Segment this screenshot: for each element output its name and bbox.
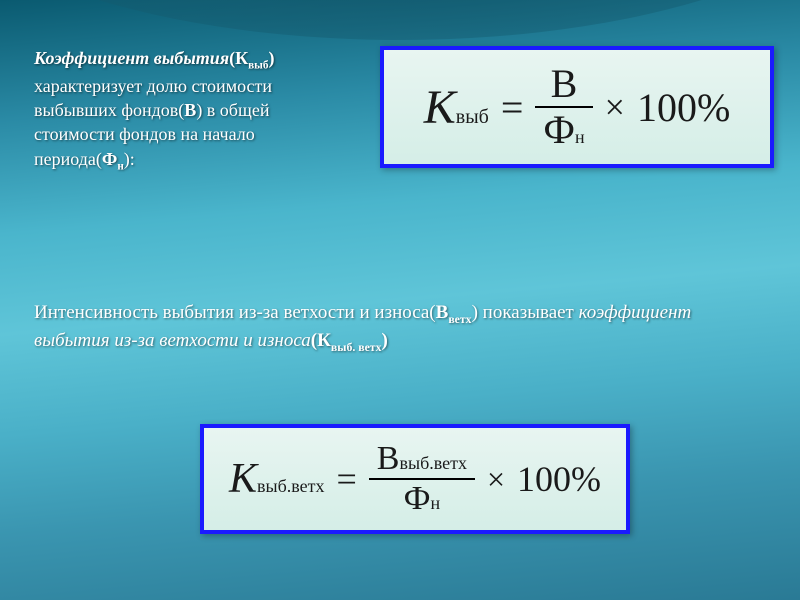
f1-denominator: Фн — [535, 108, 592, 152]
tb2-sym-open: (К — [311, 330, 331, 351]
tb1-F: Ф — [102, 149, 117, 169]
f2-lhs: Kвыб.ветх — [229, 455, 325, 503]
f2-numerator: Ввыб.ветх — [369, 440, 475, 478]
tb1-sym-sub: выб — [248, 60, 268, 72]
times-sign: × — [601, 86, 629, 128]
times-sign-2: × — [483, 461, 509, 498]
f2-lhs-var: K — [229, 456, 257, 502]
text-block-1: Коэффициент выбытия(Квыб) характеризует … — [34, 46, 354, 174]
f2-den-var: Ф — [404, 480, 431, 517]
tb2-B: В — [436, 302, 449, 323]
tb1-lead: Коэффициент выбытия — [34, 48, 229, 68]
formula-box-2: Kвыб.ветх = Ввыб.ветх Фн × 100% — [200, 424, 630, 534]
f1-lhs: Kвыб — [424, 80, 489, 135]
formula-2: Kвыб.ветх = Ввыб.ветх Фн × 100% — [229, 440, 601, 518]
f1-lhs-var: K — [424, 81, 456, 134]
equals-sign-2: = — [332, 458, 360, 500]
tb2-lead: Интенсивность выбытия из-за ветхости и и… — [34, 302, 436, 323]
f1-numerator: В — [543, 62, 586, 106]
f2-lhs-sub: выб.ветх — [257, 476, 325, 496]
tb2-mid: ) показывает — [472, 302, 579, 323]
f1-pct: % — [697, 85, 730, 130]
tb1-sym-open: (К — [229, 48, 248, 68]
tb1-B: В — [184, 100, 196, 120]
formula-1: Kвыб = В Фн × 100% — [424, 62, 731, 152]
tb1-tail3: ): — [124, 149, 135, 169]
f1-den-var: Ф — [543, 107, 575, 152]
f1-factor: 100% — [637, 84, 730, 131]
tb2-tail: ) — [381, 330, 387, 351]
f2-100: 100 — [517, 459, 571, 499]
text-block-2: Интенсивность выбытия из-за ветхости и и… — [34, 300, 754, 357]
f1-lhs-sub: выб — [456, 106, 489, 128]
f2-num-var: В — [377, 440, 400, 477]
f1-den-sub: н — [575, 127, 585, 147]
f1-100: 100 — [637, 85, 697, 130]
slide-top-arc — [0, 0, 800, 40]
f2-den-sub: н — [431, 493, 441, 513]
formula-box-1: Kвыб = В Фн × 100% — [380, 46, 774, 168]
f2-denominator: Фн — [396, 480, 449, 518]
tb1-sym-close: ) — [268, 48, 274, 68]
f2-num-sub: выб.ветх — [399, 453, 467, 473]
f1-fraction: В Фн — [535, 62, 592, 152]
tb2-B-sub: ветх — [448, 313, 471, 326]
f2-pct: % — [571, 459, 601, 499]
tb2-sym-sub: выб. ветх — [331, 341, 382, 354]
f2-factor: 100% — [517, 458, 601, 500]
equals-sign: = — [497, 84, 528, 131]
f2-fraction: Ввыб.ветх Фн — [369, 440, 475, 518]
